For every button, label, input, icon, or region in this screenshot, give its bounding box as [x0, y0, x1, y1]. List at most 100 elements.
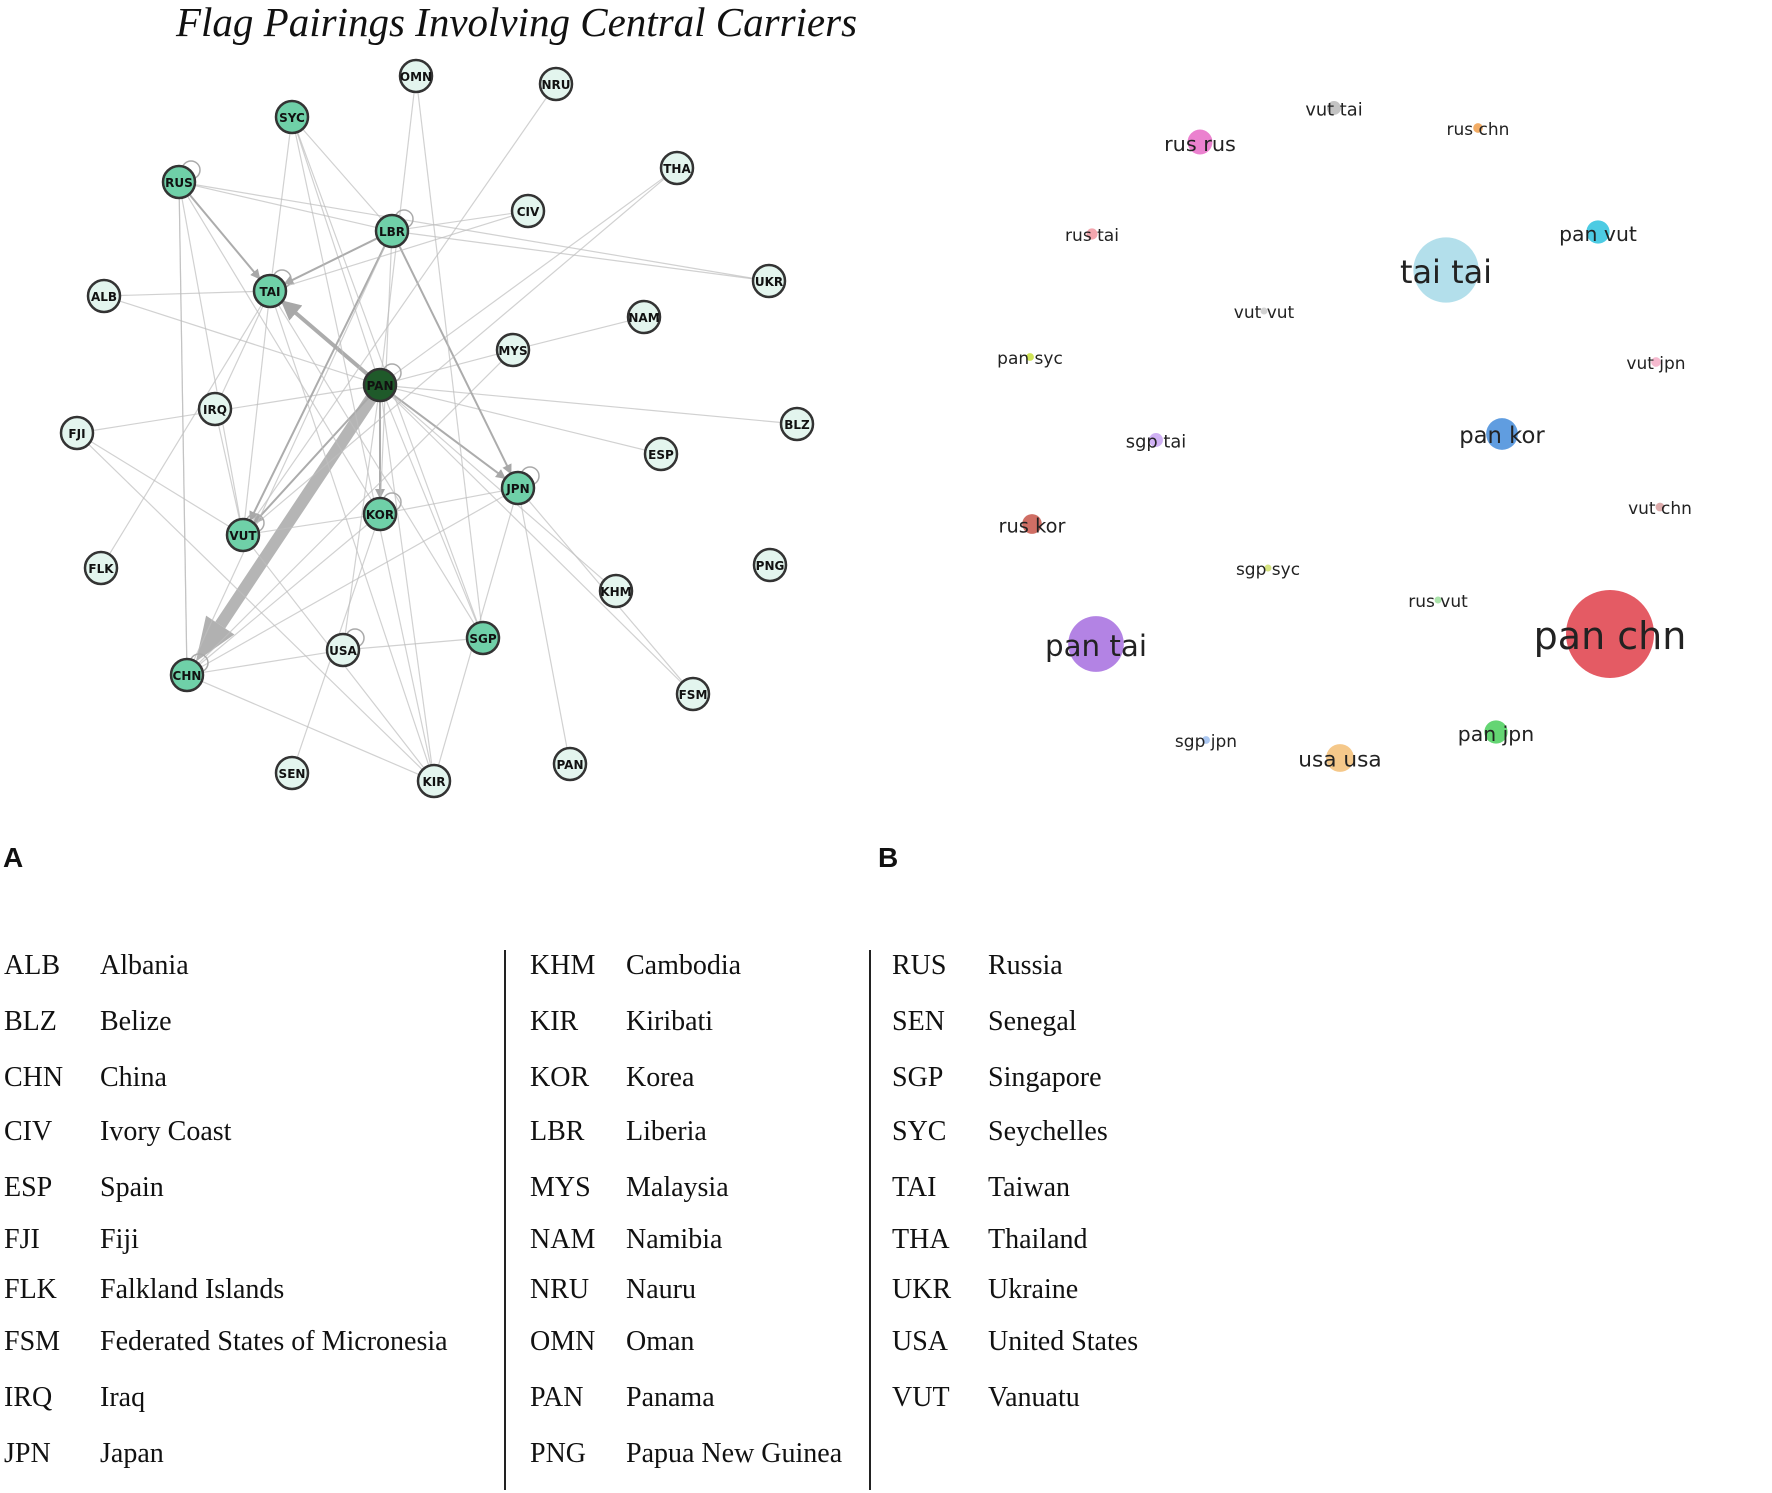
- node-flk: FLK: [83, 550, 119, 586]
- bubble-label: rus kor: [999, 515, 1066, 538]
- edge-pan-chn: [195, 394, 377, 662]
- panel-b-label: B: [878, 842, 899, 873]
- bubble-rus-rus: rus rus: [1164, 129, 1236, 156]
- node-label: NRU: [541, 78, 570, 92]
- node-fji: FJI: [59, 415, 95, 451]
- edge-tai-irq: [221, 305, 264, 395]
- node-usa: USA: [325, 628, 365, 668]
- legend-code: ESP: [4, 1172, 53, 1203]
- edge-alb-tai: [119, 290, 255, 297]
- edge-line: [178, 197, 188, 660]
- bubble-label: pan jpn: [1458, 722, 1534, 746]
- edge-pan-vut: [253, 396, 370, 524]
- legend-code: KOR: [530, 1062, 590, 1093]
- bubble-sgp-tai: sgp tai: [1126, 432, 1186, 453]
- node-label: MYS: [498, 344, 527, 358]
- bubble-tai-tai: tai tai: [1400, 237, 1492, 303]
- bubble-sgp-jpn: sgp jpn: [1175, 732, 1237, 752]
- node-circle: [362, 367, 398, 403]
- node-circle: [552, 746, 588, 782]
- bubble-label: sgp syc: [1236, 560, 1300, 580]
- bubble-circle: [1651, 357, 1661, 367]
- bubble-rus-vut: rus vut: [1408, 592, 1468, 612]
- node-label: PAN: [556, 758, 583, 772]
- edge-line: [193, 245, 386, 661]
- edge-usa-sgp: [358, 638, 468, 650]
- node-circle: [495, 332, 531, 368]
- bubble-circle: [1586, 220, 1610, 244]
- edge-tai-flk: [108, 304, 263, 555]
- node-omn: OMN: [398, 58, 434, 94]
- bubble-vut-chn: vut chn: [1628, 499, 1692, 519]
- bubbles-layer: pan chn tai tai pan tai pan kor usa usa rus r…: [997, 100, 1692, 773]
- panel-a-label: A: [3, 842, 24, 873]
- legend-country-name: Iraq: [100, 1382, 146, 1413]
- bubble-rus-kor: rus kor: [999, 514, 1066, 538]
- legend-code: VUT: [892, 1382, 950, 1413]
- edge-pan-khm: [391, 395, 605, 581]
- legend-code: CHN: [4, 1062, 64, 1093]
- bubble-label: rus rus: [1164, 132, 1236, 156]
- edge-line: [217, 424, 241, 520]
- edge-line: [280, 299, 370, 377]
- node-label: SGP: [469, 632, 496, 646]
- node-mys: MYS: [495, 332, 531, 368]
- edge-rus-kor: [186, 195, 373, 501]
- country-code-legend: ALB Albania BLZ Belize CHN China CIV Ivory Coas…: [0, 950, 1772, 1493]
- legend-country-name: Japan: [100, 1438, 164, 1469]
- node-label: FJI: [68, 427, 85, 441]
- nodes-layer: OMN NRU SYC RUS THA CIV LBR ALB TAI UKR NAM MYS PAN I…: [59, 58, 815, 799]
- edge-vut-kor: [258, 515, 365, 534]
- legend-code: SYC: [892, 1116, 947, 1147]
- node-khm: KHM: [598, 573, 634, 609]
- bubble-circle: [1264, 564, 1272, 572]
- node-alb: ALB: [86, 278, 122, 314]
- bubble-rus-chn: rus chn: [1447, 120, 1510, 140]
- bubble-circle: [1486, 418, 1518, 450]
- legend-country-name: Liberia: [626, 1116, 707, 1147]
- legend-code: PAN: [530, 1382, 584, 1413]
- node-label: SYC: [279, 111, 305, 125]
- node-label: KIR: [422, 775, 445, 789]
- bubble-label: rus vut: [1408, 592, 1468, 612]
- edge-line: [390, 395, 683, 684]
- node-pan2: PAN: [552, 746, 588, 782]
- node-circle: [510, 193, 546, 229]
- edge-line: [285, 215, 513, 287]
- node-circle: [225, 517, 261, 553]
- edge-nru-vut: [251, 96, 548, 523]
- edge-line: [221, 305, 264, 395]
- node-label: SEN: [279, 767, 306, 781]
- bubble-label: pan chn: [1534, 614, 1687, 658]
- legend-code: OMN: [530, 1326, 596, 1357]
- bubble-circle: [1068, 616, 1124, 672]
- bubble-circle: [1260, 307, 1268, 315]
- node-pan: PAN: [362, 363, 402, 403]
- legend-divider: [504, 950, 506, 1490]
- legend-country-name: Vanuatu: [988, 1382, 1080, 1413]
- node-label: ALB: [91, 290, 117, 304]
- edge-line: [395, 388, 646, 451]
- bubble-sgp-syc: sgp syc: [1236, 560, 1300, 580]
- legend-country-name: Seychelles: [988, 1116, 1108, 1147]
- bubble-vut-vut: vut vut: [1234, 303, 1295, 323]
- edge-chn-kir: [201, 680, 420, 776]
- edge-line: [417, 91, 482, 623]
- edge-line: [244, 306, 269, 520]
- legend-country-name: Namibia: [626, 1224, 723, 1255]
- bubble-circle: [1484, 720, 1508, 744]
- bubble-label: vut vut: [1234, 303, 1295, 323]
- edge-line: [201, 680, 420, 776]
- bubble-label: pan syc: [997, 349, 1063, 369]
- node-kor: KOR: [362, 492, 402, 532]
- node-label: VUT: [229, 529, 257, 543]
- node-label: FSM: [679, 688, 708, 702]
- node-circle: [325, 632, 361, 668]
- node-nam: NAM: [626, 299, 662, 335]
- legend-code: FSM: [4, 1326, 61, 1357]
- node-circle: [274, 99, 310, 135]
- edge-lbr-ukr: [407, 232, 754, 280]
- edge-pan-tha: [392, 176, 665, 377]
- node-circle: [252, 273, 288, 309]
- legend-country-name: Papua New Guinea: [626, 1438, 843, 1469]
